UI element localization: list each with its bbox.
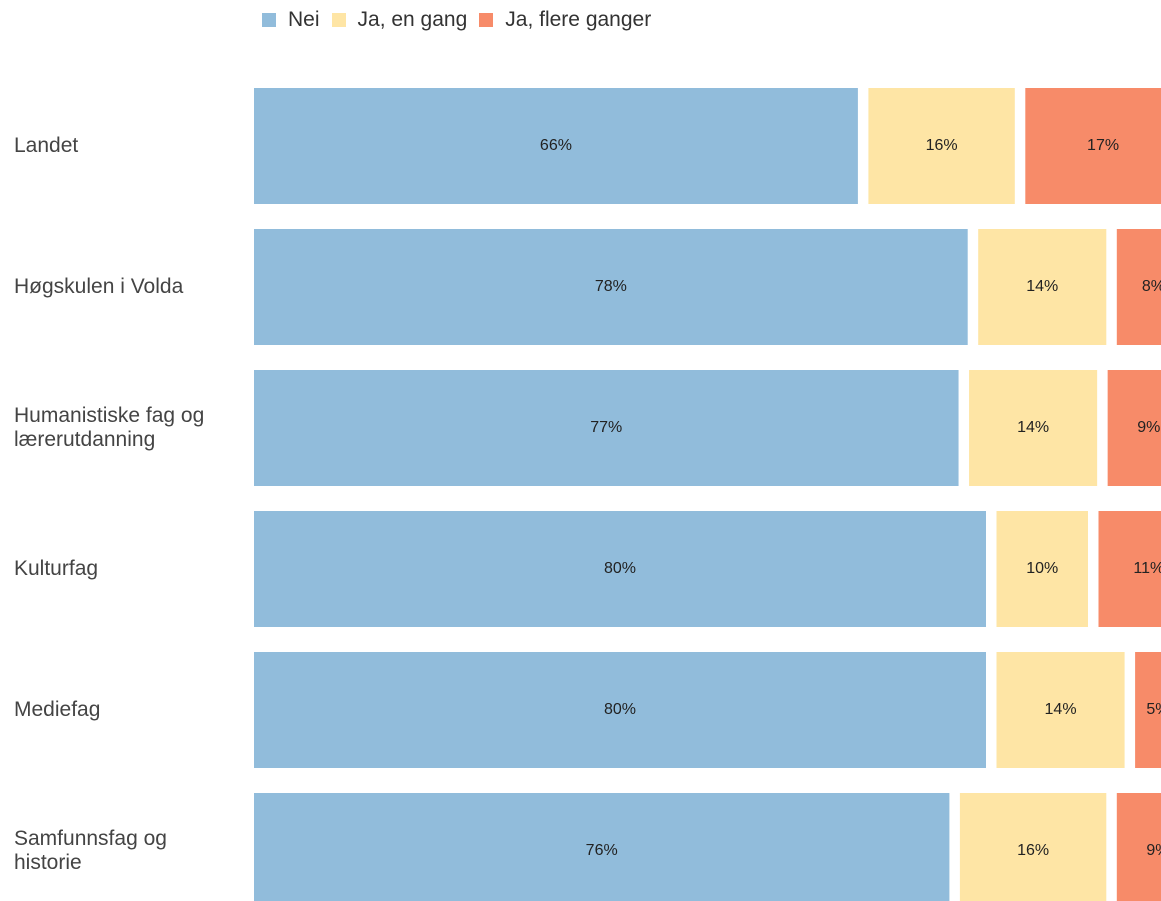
data-label: 80% bbox=[604, 701, 636, 718]
data-label: 14% bbox=[1017, 419, 1049, 436]
data-label: 8% bbox=[1142, 278, 1161, 295]
legend-swatch bbox=[479, 13, 494, 27]
bar-segment bbox=[959, 793, 1107, 901]
data-label: 11% bbox=[1133, 560, 1161, 577]
data-label: 9% bbox=[1137, 419, 1160, 436]
category-label: Kulturfag bbox=[14, 557, 99, 580]
bar-segment bbox=[996, 652, 1125, 768]
legend-swatch bbox=[331, 13, 346, 27]
data-label: 16% bbox=[926, 137, 958, 154]
legend-label: Nei bbox=[288, 8, 320, 31]
bar-segment bbox=[1025, 88, 1161, 204]
data-label: 66% bbox=[540, 137, 572, 154]
bar-segment bbox=[996, 511, 1088, 627]
category-label: Høgskulen i Volda bbox=[14, 275, 184, 298]
category-label: Humanistiske fag og lærerutdanning bbox=[14, 404, 205, 451]
legend-item: Ja, en gang bbox=[331, 8, 468, 32]
data-label: 14% bbox=[1026, 278, 1058, 295]
bar-segment bbox=[1116, 793, 1161, 901]
bar-segment bbox=[254, 88, 858, 204]
legend-swatch bbox=[262, 13, 276, 27]
data-label: 77% bbox=[590, 419, 622, 436]
bar-segment bbox=[254, 652, 986, 768]
legend: Nei Ja, en gang Ja, flere ganger bbox=[262, 8, 663, 32]
data-label: 14% bbox=[1045, 701, 1077, 718]
data-label: 76% bbox=[586, 842, 618, 859]
data-label: 16% bbox=[1017, 842, 1049, 859]
data-label: 5% bbox=[1146, 701, 1161, 718]
data-label: 80% bbox=[604, 560, 636, 577]
bar-segment bbox=[254, 370, 959, 486]
bar-segment bbox=[254, 229, 968, 345]
category-label: Mediefag bbox=[14, 698, 101, 721]
legend-label: Ja, flere ganger bbox=[505, 8, 652, 31]
data-label: 10% bbox=[1026, 560, 1058, 577]
bar-segment bbox=[254, 793, 950, 901]
bar-segment bbox=[969, 370, 1098, 486]
category-label: Landet bbox=[14, 134, 79, 157]
legend-label: Ja, en gang bbox=[357, 8, 468, 31]
bar-segment bbox=[868, 88, 1015, 204]
legend-item: Ja, flere ganger bbox=[479, 8, 651, 32]
bar-segment bbox=[1098, 511, 1161, 627]
bar-segment bbox=[1135, 652, 1161, 768]
data-label: 17% bbox=[1087, 137, 1119, 154]
bar-segment bbox=[978, 229, 1107, 345]
legend-item: Nei bbox=[262, 8, 320, 32]
category-label: Samfunnsfag og historie bbox=[14, 827, 167, 874]
data-label: 78% bbox=[595, 278, 627, 295]
data-label: 9% bbox=[1146, 842, 1161, 859]
bar-segment bbox=[254, 511, 986, 627]
bar-segment bbox=[1116, 229, 1161, 345]
bar-segment bbox=[1107, 370, 1161, 486]
